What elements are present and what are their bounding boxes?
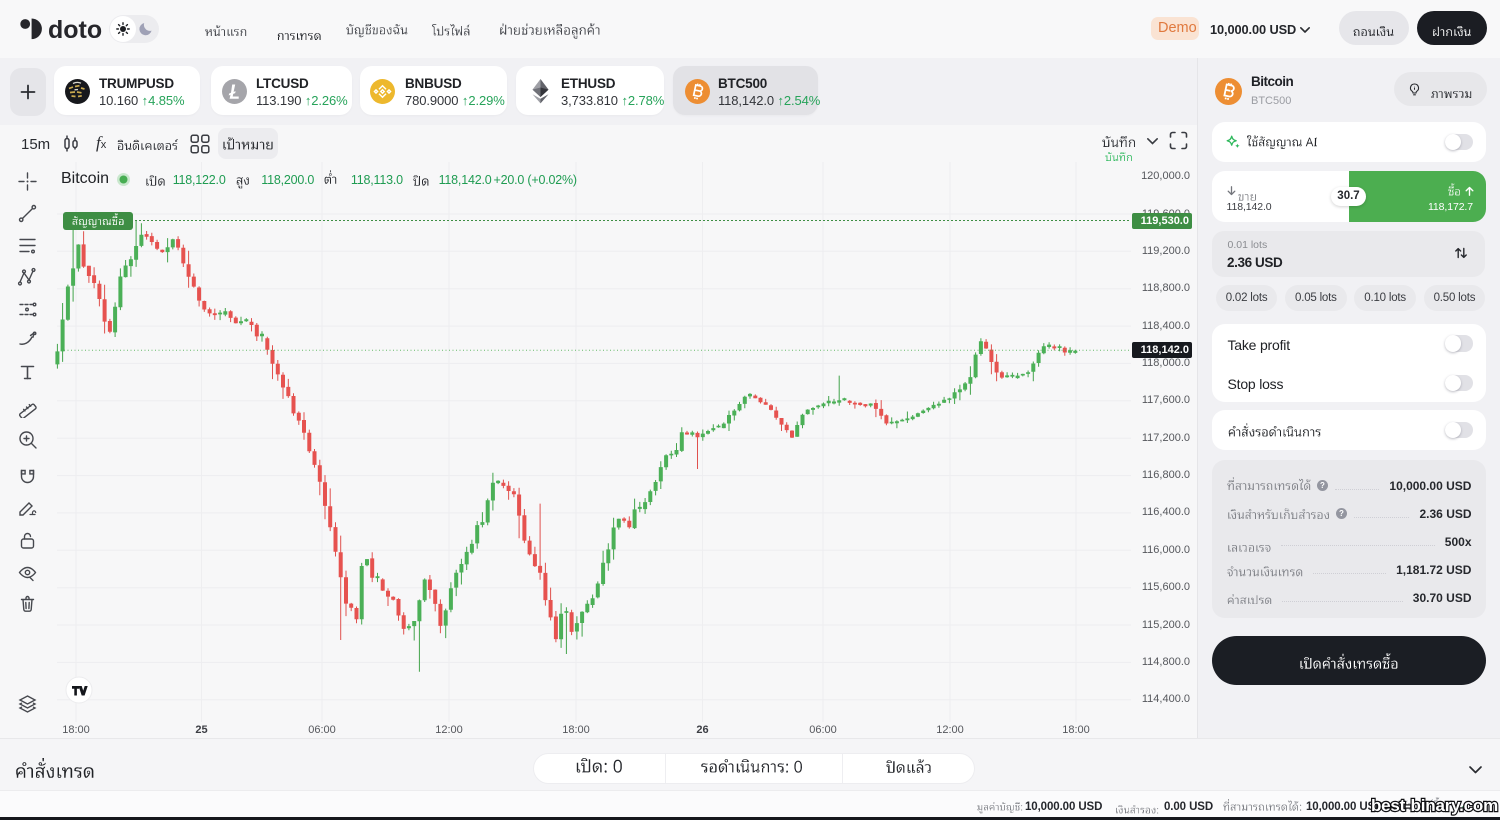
svg-text:best-binary.com: best-binary.com: [1371, 796, 1498, 815]
svg-text:doto: doto: [48, 16, 102, 44]
svg-text:?: ?: [1320, 481, 1325, 490]
svg-text:?: ?: [1339, 509, 1344, 518]
